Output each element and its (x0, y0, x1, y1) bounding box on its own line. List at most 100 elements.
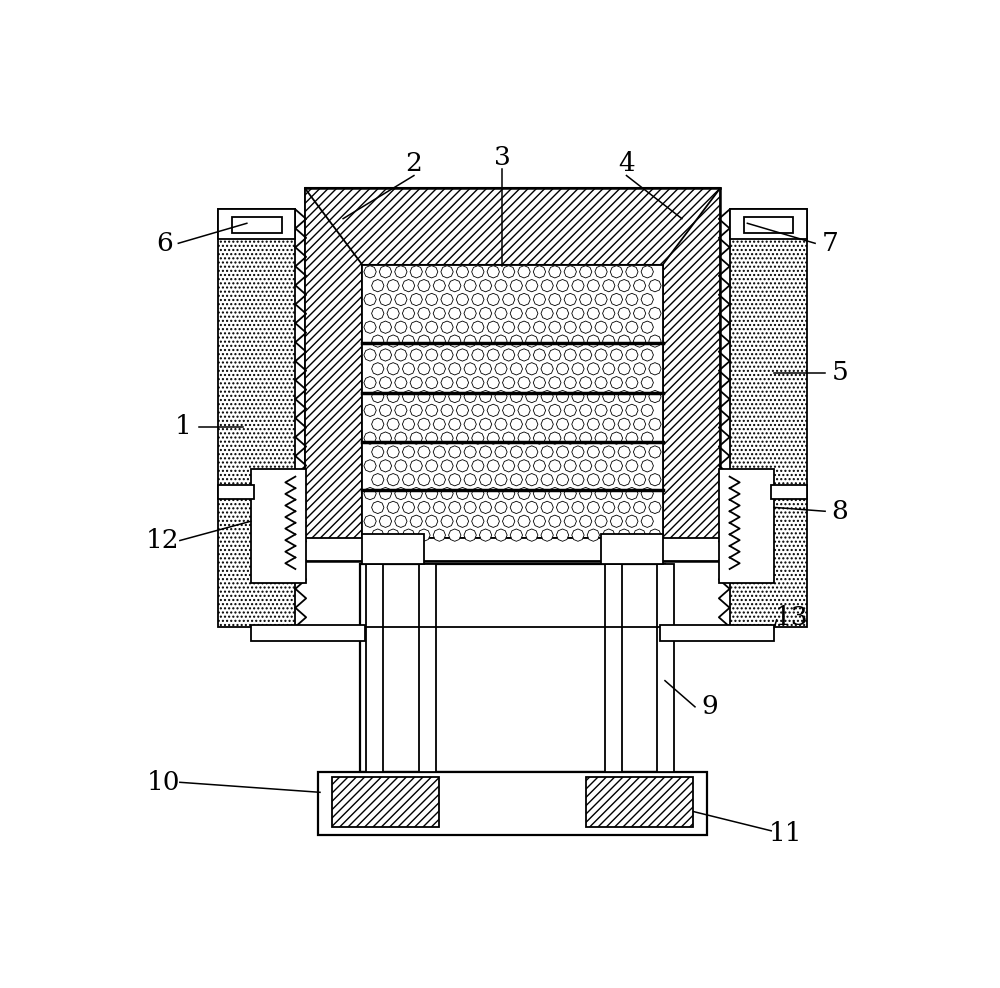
Polygon shape (526, 418, 538, 431)
Polygon shape (533, 432, 546, 445)
Polygon shape (487, 293, 499, 305)
Polygon shape (441, 376, 453, 389)
Polygon shape (518, 432, 530, 445)
Polygon shape (379, 459, 392, 472)
Polygon shape (410, 404, 422, 417)
Polygon shape (456, 459, 469, 472)
Polygon shape (495, 529, 507, 541)
Polygon shape (518, 515, 530, 528)
Polygon shape (441, 349, 453, 361)
Polygon shape (487, 404, 499, 417)
Polygon shape (402, 418, 415, 431)
Polygon shape (364, 487, 376, 500)
Polygon shape (618, 335, 630, 347)
Polygon shape (564, 487, 576, 500)
Polygon shape (418, 501, 430, 514)
Polygon shape (425, 321, 438, 333)
Polygon shape (541, 529, 553, 541)
Polygon shape (595, 515, 607, 528)
Polygon shape (441, 459, 453, 472)
Polygon shape (464, 446, 476, 458)
Polygon shape (618, 363, 630, 375)
Polygon shape (449, 501, 461, 514)
Polygon shape (510, 418, 523, 431)
Polygon shape (526, 307, 538, 319)
Polygon shape (372, 501, 384, 514)
Polygon shape (510, 529, 523, 541)
Polygon shape (472, 293, 484, 305)
Polygon shape (479, 363, 492, 375)
Polygon shape (418, 280, 430, 291)
Text: 4: 4 (618, 151, 635, 176)
Bar (366, 563, 383, 772)
Polygon shape (487, 349, 499, 361)
Polygon shape (572, 280, 584, 291)
Polygon shape (641, 432, 653, 445)
Polygon shape (587, 473, 600, 486)
Polygon shape (549, 321, 561, 333)
Polygon shape (549, 459, 561, 472)
Polygon shape (379, 487, 392, 500)
Polygon shape (618, 446, 630, 458)
Polygon shape (603, 473, 615, 486)
Polygon shape (595, 459, 607, 472)
Polygon shape (510, 363, 523, 375)
Polygon shape (579, 293, 592, 305)
Bar (744, 217, 793, 232)
Polygon shape (572, 307, 584, 319)
Text: 1: 1 (175, 414, 191, 439)
Polygon shape (387, 418, 399, 431)
Polygon shape (510, 501, 523, 514)
Polygon shape (595, 293, 607, 305)
Polygon shape (564, 459, 576, 472)
Polygon shape (518, 266, 530, 278)
Polygon shape (610, 293, 623, 305)
Bar (730, 209, 807, 626)
Polygon shape (464, 501, 476, 514)
Polygon shape (549, 432, 561, 445)
Polygon shape (379, 404, 392, 417)
Polygon shape (364, 459, 376, 472)
Polygon shape (372, 446, 384, 458)
Polygon shape (556, 473, 569, 486)
Polygon shape (572, 363, 584, 375)
Polygon shape (556, 418, 569, 431)
Polygon shape (633, 501, 646, 514)
Polygon shape (556, 280, 569, 291)
Polygon shape (502, 321, 515, 333)
Polygon shape (410, 432, 422, 445)
Polygon shape (526, 529, 538, 541)
Polygon shape (649, 307, 661, 319)
Polygon shape (549, 266, 561, 278)
Polygon shape (556, 529, 569, 541)
Polygon shape (556, 390, 569, 403)
Polygon shape (433, 363, 446, 375)
Polygon shape (556, 363, 569, 375)
Polygon shape (579, 376, 592, 389)
Polygon shape (610, 376, 623, 389)
Polygon shape (526, 446, 538, 458)
Polygon shape (564, 515, 576, 528)
Polygon shape (626, 432, 638, 445)
Polygon shape (618, 280, 630, 291)
Polygon shape (402, 363, 415, 375)
Bar (232, 217, 282, 232)
Polygon shape (464, 529, 476, 541)
Polygon shape (495, 418, 507, 431)
Polygon shape (633, 446, 646, 458)
Polygon shape (587, 390, 600, 403)
Polygon shape (495, 473, 507, 486)
Polygon shape (610, 321, 623, 333)
Polygon shape (425, 293, 438, 305)
Polygon shape (479, 390, 492, 403)
Polygon shape (541, 501, 553, 514)
Polygon shape (456, 293, 469, 305)
Bar (362, 535, 424, 563)
Polygon shape (510, 446, 523, 458)
Polygon shape (372, 390, 384, 403)
Polygon shape (572, 473, 584, 486)
Polygon shape (610, 432, 623, 445)
Polygon shape (549, 487, 561, 500)
Polygon shape (641, 404, 653, 417)
Polygon shape (633, 473, 646, 486)
